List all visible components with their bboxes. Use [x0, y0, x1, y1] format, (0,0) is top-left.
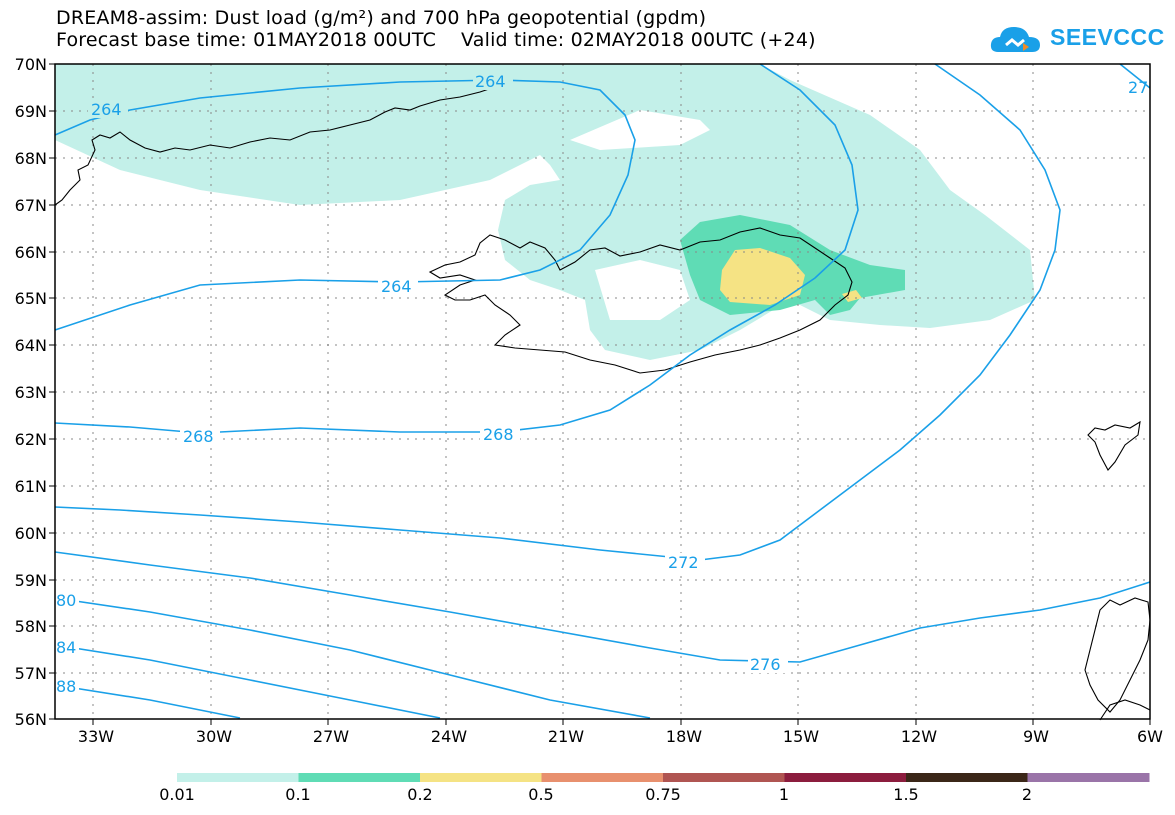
contour-label: 276 — [750, 655, 781, 674]
colorbar-segment — [906, 773, 1028, 782]
lon-label: 21W — [548, 727, 584, 746]
lat-label: 63N — [15, 383, 47, 402]
contour-east-2 — [54, 63, 1061, 561]
longitude-labels: 33W 30W 27W 24W 21W 18W 15W 12W 9W 6W — [78, 727, 1163, 746]
greenland-coast — [54, 84, 506, 206]
lon-label: 33W — [78, 727, 114, 746]
contour-labels: 264 264 264 268 268 272 276 80 84 88 27 — [55, 72, 1148, 696]
lat-label: 59N — [15, 571, 47, 590]
geopotential-contours — [54, 63, 1151, 719]
colorbar-tick-label: 0.01 — [159, 785, 195, 804]
colorbar-segment — [784, 773, 907, 782]
dust-shading-low — [55, 64, 1035, 360]
colorbar-tick-label: 0.2 — [407, 785, 433, 804]
contour-label: 268 — [183, 427, 214, 446]
lat-label: 64N — [15, 336, 47, 355]
contour-label: 268 — [483, 425, 514, 444]
lon-label: 27W — [313, 727, 349, 746]
contour-ne — [1119, 63, 1151, 89]
map-title: DREAM8-assim: Dust load (g/m²) and 700 h… — [56, 7, 707, 29]
lon-label: 6W — [1137, 727, 1163, 746]
lat-label: 65N — [15, 289, 47, 308]
contour-label: 27 — [1128, 78, 1148, 97]
colorbar — [177, 773, 1150, 782]
map-subtitle: Forecast base time: 01MAY2018 00UTC Vali… — [56, 29, 816, 51]
contour-284 — [54, 644, 441, 719]
coastline — [54, 84, 1151, 721]
lat-label: 57N — [15, 664, 47, 683]
colorbar-tick-label: 0.75 — [645, 785, 681, 804]
colorbar-segment — [663, 773, 785, 782]
colorbar-tick-label: 1 — [778, 785, 790, 804]
contour-label: 264 — [475, 72, 506, 91]
lat-label: 58N — [15, 617, 47, 636]
contour-east-1 — [54, 63, 859, 434]
contour-264-north — [54, 79, 636, 331]
graticule — [55, 64, 1150, 719]
contour-label: 80 — [56, 591, 76, 610]
colorbar-segment — [420, 773, 542, 782]
contour-280 — [54, 597, 651, 719]
colorbar-tick-label: 0.5 — [528, 785, 554, 804]
colorbar-segment — [1027, 773, 1150, 782]
axis-ticks — [49, 63, 1151, 725]
contour-label: 264 — [381, 277, 412, 296]
colorbar-tick-label: 0.1 — [285, 785, 311, 804]
contour-288 — [54, 684, 241, 719]
logo-text: SEEVCCC — [1050, 24, 1165, 50]
lon-label: 18W — [666, 727, 702, 746]
colorbar-tick-label: 2 — [1021, 785, 1033, 804]
contour-label: 272 — [668, 553, 699, 572]
iceland-coast — [428, 227, 853, 374]
lat-label: 61N — [15, 477, 47, 496]
lon-label: 9W — [1023, 727, 1049, 746]
lat-label: 60N — [15, 524, 47, 543]
lon-label: 30W — [196, 727, 232, 746]
faroe-coast — [1087, 420, 1141, 471]
lon-label: 12W — [901, 727, 937, 746]
colorbar-segment — [541, 773, 664, 782]
lat-label: 67N — [15, 196, 47, 215]
lat-label: 68N — [15, 149, 47, 168]
scotland-coast — [1084, 597, 1151, 713]
colorbar-segment — [177, 773, 299, 782]
colorbar-tick-label: 1.5 — [893, 785, 919, 804]
lon-label: 24W — [431, 727, 467, 746]
contour-label: 264 — [91, 100, 122, 119]
latitude-labels: 70N 69N 68N 67N 66N 65N 64N 63N 62N 61N … — [15, 55, 47, 729]
lat-label: 62N — [15, 430, 47, 449]
cloud-logo-icon — [990, 27, 1040, 52]
lat-label: 56N — [15, 710, 47, 729]
contour-label: 84 — [56, 638, 76, 657]
dust-shading-high — [720, 248, 862, 305]
lat-label: 69N — [15, 102, 47, 121]
contour-label: 88 — [56, 677, 76, 696]
colorbar-segment — [298, 773, 421, 782]
contour-276 — [54, 551, 1151, 663]
lat-label: 70N — [15, 55, 47, 74]
lon-label: 15W — [783, 727, 819, 746]
lat-label: 66N — [15, 243, 47, 262]
